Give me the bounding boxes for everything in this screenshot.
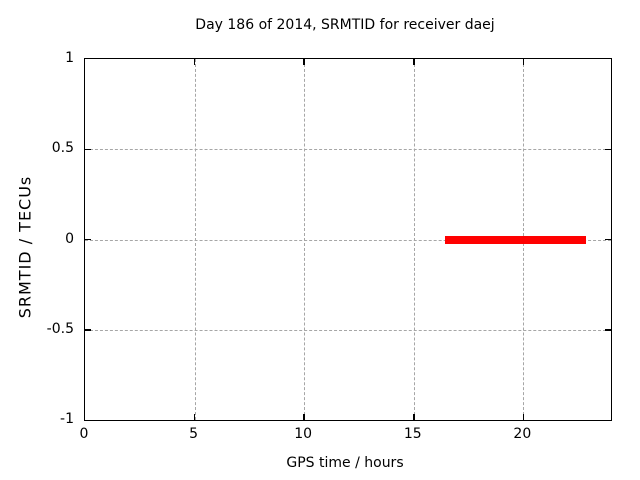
x-tick-label: 0 (79, 426, 89, 442)
y-tick-label: 0.5 (51, 140, 74, 157)
x-axis-label: GPS time / hours (286, 455, 404, 471)
y-tick-label: -0.5 (46, 320, 74, 337)
y-gridline (85, 239, 611, 241)
y-axis-label: SRMTID / TECUs (15, 175, 35, 319)
x-tick-label: 5 (189, 426, 199, 442)
x-tick-mark (413, 414, 415, 420)
x-tick-mark (522, 414, 525, 420)
x-tick-mark (522, 59, 525, 65)
x-tick-label: 15 (403, 426, 422, 442)
y-tick-mark (85, 148, 91, 150)
y-tick-mark (605, 329, 611, 331)
y-tick-mark (85, 238, 91, 241)
x-tick-label: 20 (513, 426, 532, 442)
x-tick-label: 10 (294, 426, 313, 442)
x-tick-mark (303, 59, 305, 65)
y-tick-mark (85, 329, 91, 331)
y-tick-label: 0 (65, 230, 74, 247)
x-tick-mark (303, 414, 305, 420)
y-tick-mark (605, 238, 611, 241)
x-tick-mark (193, 414, 196, 420)
plot-area (84, 58, 612, 421)
x-tick-mark (413, 59, 415, 65)
y-tick-label: -1 (60, 411, 74, 427)
y-tick-mark (605, 148, 611, 150)
series-segment (444, 235, 587, 244)
y-tick-label: 1 (65, 50, 74, 66)
chart-title: Day 186 of 2014, SRMTID for receiver dae… (195, 17, 495, 33)
y-gridline (85, 149, 611, 151)
y-gridline (85, 329, 611, 331)
x-tick-mark (193, 59, 196, 65)
